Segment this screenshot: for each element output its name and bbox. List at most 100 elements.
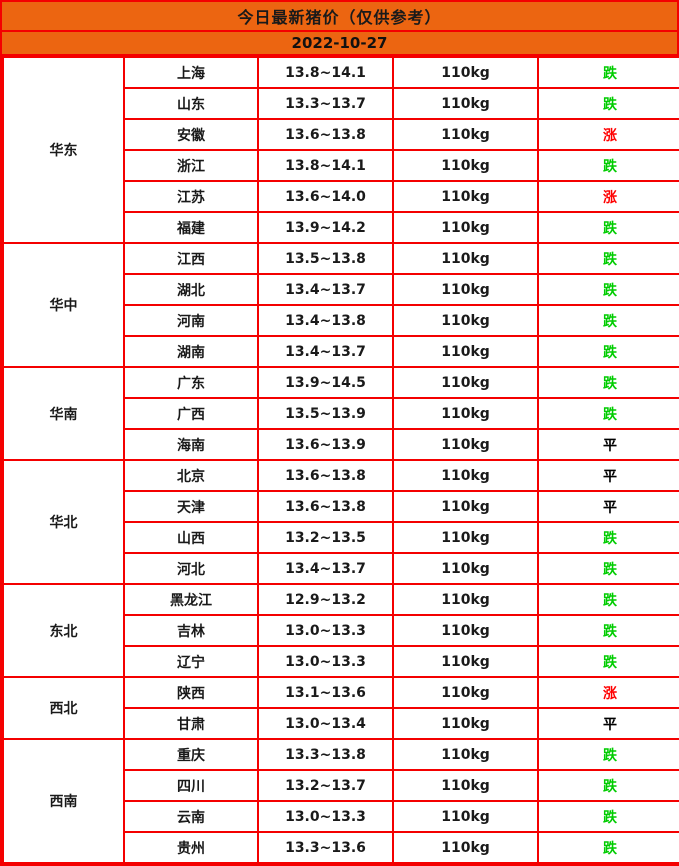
trend-cell: 跌 (537, 769, 679, 802)
weight-cell: 110kg (392, 149, 539, 182)
trend-cell: 平 (537, 707, 679, 740)
price-range-cell: 13.0~13.3 (257, 614, 394, 647)
price-range-cell: 13.3~13.7 (257, 87, 394, 120)
price-range-cell: 13.2~13.5 (257, 521, 394, 554)
region-cell: 西南 (2, 738, 125, 864)
table-row: 华中 江西 13.5~13.8 110kg 跌 (2, 242, 679, 368)
weight-cell: 110kg (392, 118, 539, 151)
trend-cell: 平 (537, 459, 679, 492)
table-row: 云南 13.0~13.3 110kg 跌 (3, 800, 679, 833)
price-range-cell: 13.5~13.9 (257, 397, 394, 430)
weight-cell: 110kg (392, 242, 539, 275)
weight-cell: 110kg (392, 800, 539, 833)
price-table-body: 华东 上海 13.8~14.1 110kg 跌山东 13.3~13.7 110kg 跌安徽 13… (2, 56, 679, 864)
province-cell: 湖南 (123, 335, 259, 368)
table-row: 辽宁 13.0~13.3 110kg 跌 (3, 645, 679, 678)
weight-cell: 110kg (392, 676, 539, 709)
province-cell: 浙江 (123, 149, 259, 182)
trend-cell: 跌 (537, 87, 679, 120)
weight-cell: 110kg (392, 56, 539, 89)
price-range-cell: 13.4~13.7 (257, 273, 394, 306)
region-cell: 华中 (2, 242, 125, 368)
table-row: 安徽 13.6~13.8 110kg 涨 (3, 118, 679, 151)
trend-cell: 跌 (537, 304, 679, 337)
province-cell: 山东 (123, 87, 259, 120)
price-range-cell: 13.2~13.7 (257, 769, 394, 802)
table-row: 浙江 13.8~14.1 110kg 跌 (3, 149, 679, 182)
table-row: 甘肃 13.0~13.4 110kg 平 (3, 707, 679, 740)
weight-cell: 110kg (392, 583, 539, 616)
region-cell: 华北 (2, 459, 125, 585)
date-label: 2022-10-27 (2, 32, 677, 56)
weight-cell: 110kg (392, 490, 539, 523)
weight-cell: 110kg (392, 521, 539, 554)
region-cell: 西北 (2, 676, 125, 740)
table-row: 山西 13.2~13.5 110kg 跌 (3, 521, 679, 554)
province-cell: 广西 (123, 397, 259, 430)
table-row: 海南 13.6~13.9 110kg 平 (3, 428, 679, 461)
table-row: 广西 13.5~13.9 110kg 跌 (3, 397, 679, 430)
table-row: 湖北 13.4~13.7 110kg 跌 (3, 273, 679, 306)
price-range-cell: 13.8~14.1 (257, 56, 394, 89)
table-row: 福建 13.9~14.2 110kg 跌 (3, 211, 679, 244)
weight-cell: 110kg (392, 273, 539, 306)
province-cell: 四川 (123, 769, 259, 802)
table-row: 华北 北京 13.6~13.8 110kg 平 (2, 459, 679, 585)
trend-cell: 平 (537, 428, 679, 461)
province-cell: 江苏 (123, 180, 259, 213)
trend-cell: 跌 (537, 583, 679, 616)
price-range-cell: 13.9~14.2 (257, 211, 394, 244)
trend-cell: 跌 (537, 645, 679, 678)
weight-cell: 110kg (392, 366, 539, 399)
table-row: 山东 13.3~13.7 110kg 跌 (3, 87, 679, 120)
trend-cell: 涨 (537, 676, 679, 709)
trend-cell: 跌 (537, 56, 679, 89)
province-cell: 广东 (123, 366, 259, 399)
table-row: 西南 重庆 13.3~13.8 110kg 跌 (2, 738, 679, 864)
province-cell: 上海 (123, 56, 259, 89)
trend-cell: 涨 (537, 118, 679, 151)
weight-cell: 110kg (392, 335, 539, 368)
table-row: 江苏 13.6~14.0 110kg 涨 (3, 180, 679, 213)
table-row: 吉林 13.0~13.3 110kg 跌 (3, 614, 679, 647)
region-cell: 东北 (2, 583, 125, 678)
price-range-cell: 13.0~13.3 (257, 645, 394, 678)
weight-cell: 110kg (392, 738, 539, 771)
trend-cell: 跌 (537, 149, 679, 182)
weight-cell: 110kg (392, 211, 539, 244)
price-range-cell: 13.5~13.8 (257, 242, 394, 275)
weight-cell: 110kg (392, 614, 539, 647)
price-range-cell: 13.4~13.7 (257, 335, 394, 368)
region-cell: 华南 (2, 366, 125, 461)
price-range-cell: 13.6~13.8 (257, 118, 394, 151)
trend-cell: 跌 (537, 521, 679, 554)
trend-cell: 跌 (537, 211, 679, 244)
table-row: 贵州 13.3~13.6 110kg 跌 (3, 831, 679, 864)
table-row: 河北 13.4~13.7 110kg 跌 (3, 552, 679, 585)
weight-cell: 110kg (392, 87, 539, 120)
province-cell: 安徽 (123, 118, 259, 151)
price-range-cell: 13.9~14.5 (257, 366, 394, 399)
price-range-cell: 13.6~14.0 (257, 180, 394, 213)
trend-cell: 跌 (537, 397, 679, 430)
province-cell: 福建 (123, 211, 259, 244)
trend-cell: 跌 (537, 552, 679, 585)
province-cell: 北京 (123, 459, 259, 492)
weight-cell: 110kg (392, 180, 539, 213)
trend-cell: 涨 (537, 180, 679, 213)
table-row: 东北 黑龙江 12.9~13.2 110kg 跌 (2, 583, 679, 678)
trend-cell: 跌 (537, 738, 679, 771)
province-cell: 甘肃 (123, 707, 259, 740)
trend-cell: 跌 (537, 800, 679, 833)
price-range-cell: 13.8~14.1 (257, 149, 394, 182)
table-row: 湖南 13.4~13.7 110kg 跌 (3, 335, 679, 368)
table-row: 华南 广东 13.9~14.5 110kg 跌 (2, 366, 679, 461)
province-cell: 云南 (123, 800, 259, 833)
trend-cell: 跌 (537, 335, 679, 368)
price-range-cell: 13.0~13.4 (257, 707, 394, 740)
price-table: 华东 上海 13.8~14.1 110kg 跌山东 13.3~13.7 110kg 跌安徽 13… (2, 56, 679, 864)
table-row: 天津 13.6~13.8 110kg 平 (3, 490, 679, 523)
weight-cell: 110kg (392, 707, 539, 740)
weight-cell: 110kg (392, 304, 539, 337)
